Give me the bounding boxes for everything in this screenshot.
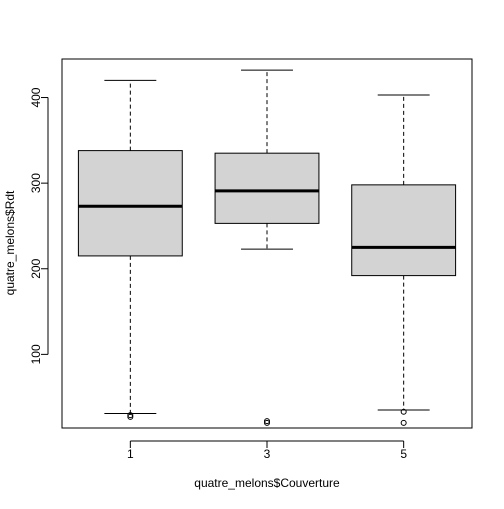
y-tick-label: 400 [29,87,43,107]
boxes [77,69,457,426]
x-tick-label-1: 1 [127,447,134,461]
outlier-point [400,419,407,426]
x-tick-label-3: 3 [264,447,271,461]
x-tick-label-5: 5 [400,447,407,461]
x-axis: 1 3 5 [127,440,407,461]
box-5 [351,94,457,426]
x-axis-label: quatre_melons$Couverture [194,476,340,490]
outlier-point [400,408,407,415]
y-tick-label: 100 [29,344,43,364]
y-axis-label: quatre_melons$Rdt [3,190,17,295]
plot-frame [61,58,473,429]
outlier-point [264,419,270,426]
box-1 [77,79,183,420]
box-body [77,150,183,257]
outlier-point [127,412,134,419]
box-body [214,152,320,224]
y-axis: 100 200 300 400 [29,87,49,364]
y-tick-label: 300 [29,173,43,193]
box-body [351,184,457,277]
y-tick-label: 200 [29,258,43,278]
outlier-point [127,413,134,420]
box-3 [214,69,320,426]
outlier-point [264,418,270,425]
